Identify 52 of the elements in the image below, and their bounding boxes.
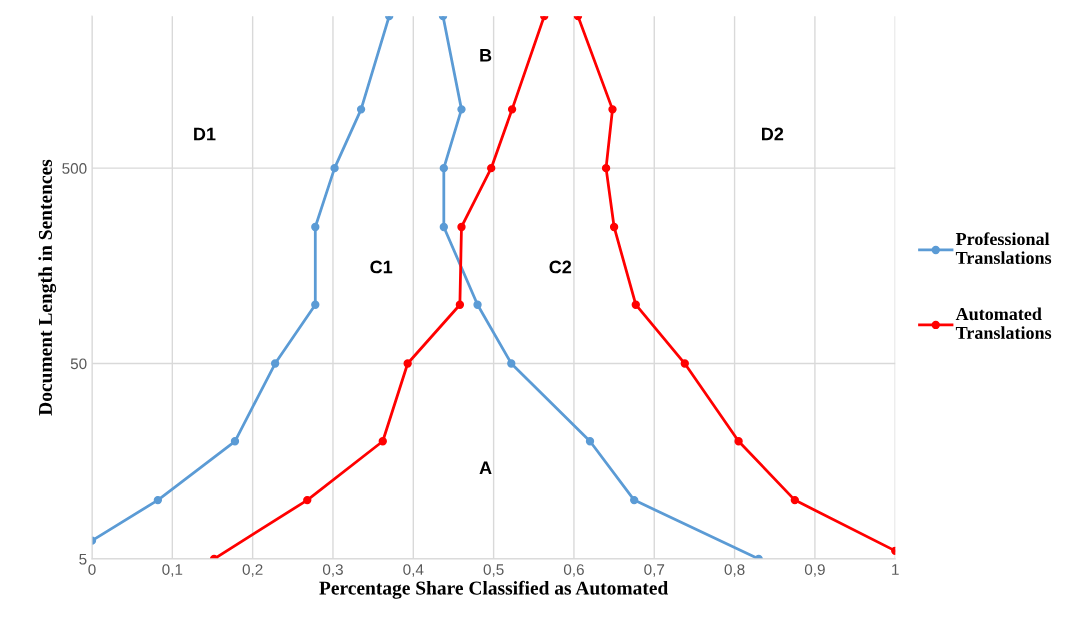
point: [487, 164, 496, 173]
point: [601, 164, 611, 173]
x-tick-label: 0,4: [403, 564, 424, 577]
annotation: C1: [370, 260, 393, 274]
y-tick-label: 500: [62, 163, 87, 174]
legend-label: Professional Translations: [955, 232, 1052, 264]
x-tick-label: 0,8: [724, 564, 745, 577]
point: [230, 437, 240, 446]
annotation: B: [480, 49, 492, 62]
x-tick-label: 0,3: [322, 564, 343, 577]
y-tick-label: 50: [70, 358, 87, 370]
point: [455, 300, 465, 309]
point: [507, 105, 517, 114]
x-tick-label: 0: [88, 564, 96, 575]
annotation: D1: [194, 127, 216, 141]
point: [330, 164, 339, 173]
point: [631, 300, 640, 309]
point: [403, 359, 412, 368]
point: [356, 105, 366, 114]
x-tick-label: 0,9: [804, 564, 825, 577]
legend-label: Automated Translations: [955, 307, 1052, 339]
annotation: D2: [762, 127, 784, 141]
point: [630, 495, 639, 505]
point: [439, 222, 448, 232]
point: [734, 437, 743, 446]
point: [680, 359, 689, 368]
y-tick-label: 5: [79, 553, 87, 565]
point: [507, 359, 516, 368]
point: [609, 222, 619, 232]
y-axis-title: Document Length in Sentences: [38, 159, 57, 416]
point: [608, 105, 617, 114]
x-tick-label: 0,1: [162, 564, 183, 577]
point: [311, 300, 320, 309]
point: [473, 300, 482, 309]
point: [585, 437, 595, 446]
point: [270, 359, 280, 368]
point: [457, 222, 466, 232]
x-tick-label: 1: [892, 564, 899, 575]
x-tick-label: 0,2: [242, 564, 263, 577]
point: [457, 105, 466, 114]
point: [153, 495, 163, 505]
point: [439, 164, 448, 173]
annotation: A: [479, 461, 492, 475]
x-tick-label: 0,7: [644, 564, 665, 577]
point: [790, 495, 799, 505]
x-tick-label: 0,6: [563, 564, 584, 577]
x-axis-title: Percentage Share Classified as Automated: [319, 580, 669, 599]
annotation: C2: [549, 260, 572, 274]
point: [303, 495, 312, 505]
point: [378, 437, 387, 446]
point: [311, 222, 320, 232]
x-tick-label: 0,5: [483, 564, 504, 577]
